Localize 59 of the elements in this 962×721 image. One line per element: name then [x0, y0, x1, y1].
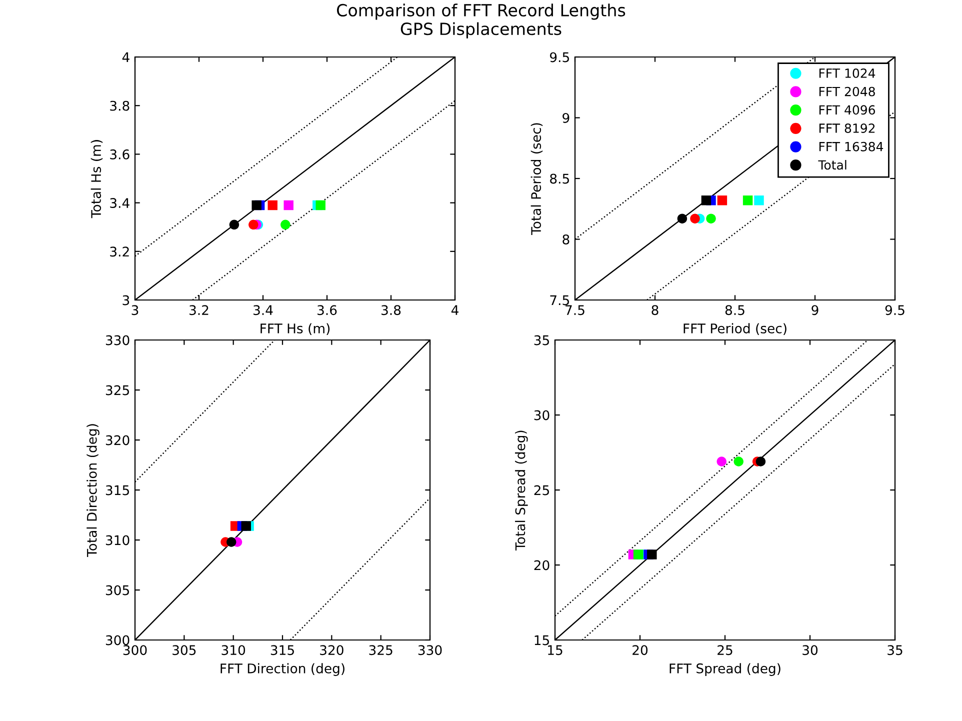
y-tick-label: 310	[106, 535, 130, 546]
x-tick-label: 315	[270, 645, 294, 656]
x-tick-label: 3	[132, 305, 138, 316]
x-tick-label: 35	[888, 645, 902, 656]
x-tick-label: 310	[222, 645, 246, 656]
x-tick-label: 3.8	[382, 305, 401, 316]
y-tick-label: 3	[122, 295, 130, 306]
y-tick-label: 330	[106, 335, 130, 346]
x-tick-label: 330	[418, 645, 442, 656]
y-tick-label: 4	[122, 52, 130, 62]
y-tick-label: 9	[562, 112, 570, 123]
x-tick-label: 3.4	[254, 305, 273, 316]
y-tick-label: 3.2	[110, 246, 129, 257]
y-tick-label: 3.6	[110, 149, 130, 160]
y-tick-label: 305	[106, 585, 129, 596]
legend-label: FFT 4096	[819, 105, 876, 115]
x-tick-label: 30	[802, 645, 818, 656]
legend-label: FFT 16384	[819, 142, 884, 152]
y-tick-label: 7.5	[550, 295, 569, 306]
y-tick-label: 30	[534, 410, 550, 420]
y-tick-label: 315	[106, 485, 129, 496]
x-axis-title: FFT Period (sec)	[684, 323, 786, 335]
x-axis-title: FFT Hs (m)	[260, 323, 330, 335]
x-tick-label: 20	[632, 645, 648, 656]
y-tick-label: 8.5	[550, 174, 569, 184]
y-tick-label: 3.4	[110, 198, 130, 208]
y-axis-title: Total Period (sec)	[530, 123, 543, 235]
y-tick-label: 15	[534, 635, 549, 646]
x-tick-label: 9	[812, 305, 818, 316]
x-axis-title: FFT Direction (deg)	[220, 663, 344, 676]
x-tick-label: 3.6	[318, 305, 337, 316]
x-tick-label: 8.5	[725, 305, 744, 316]
y-tick-label: 25	[534, 485, 549, 496]
legend-label: FFT 2048	[819, 86, 875, 96]
chart-subtitle: GPS Displacements	[400, 22, 562, 38]
x-tick-label: 3.2	[190, 305, 208, 316]
y-axis-title: Total Direction (deg)	[86, 424, 100, 558]
y-tick-label: 325	[106, 385, 129, 396]
y-axis-title: Total Spread (deg)	[515, 430, 528, 550]
x-tick-label: 320	[320, 645, 344, 656]
x-tick-label: 8	[652, 305, 658, 316]
y-tick-label: 3.8	[110, 100, 130, 111]
x-tick-label: 325	[369, 645, 392, 656]
y-axis-title: Total Hs (m)	[90, 140, 103, 218]
x-tick-label: 25	[718, 645, 732, 656]
y-tick-label: 35	[534, 335, 549, 346]
x-tick-label: 305	[172, 645, 196, 656]
y-tick-label: 300	[106, 635, 130, 646]
y-tick-label: 20	[534, 560, 550, 570]
x-axis-title: FFT Spread (deg)	[670, 663, 780, 676]
y-tick-label: 320	[106, 435, 130, 446]
legend-label: FFT 1024	[819, 68, 876, 78]
x-tick-label: 9.5	[885, 305, 904, 316]
x-tick-label: 4	[451, 305, 458, 315]
legend-label: Total	[818, 160, 846, 170]
legend-label: FFT 8192	[819, 124, 875, 133]
chart-title: Comparison of FFT Record Lengths	[337, 4, 626, 20]
y-tick-label: 9.5	[550, 52, 569, 62]
y-tick-label: 8	[562, 234, 570, 244]
